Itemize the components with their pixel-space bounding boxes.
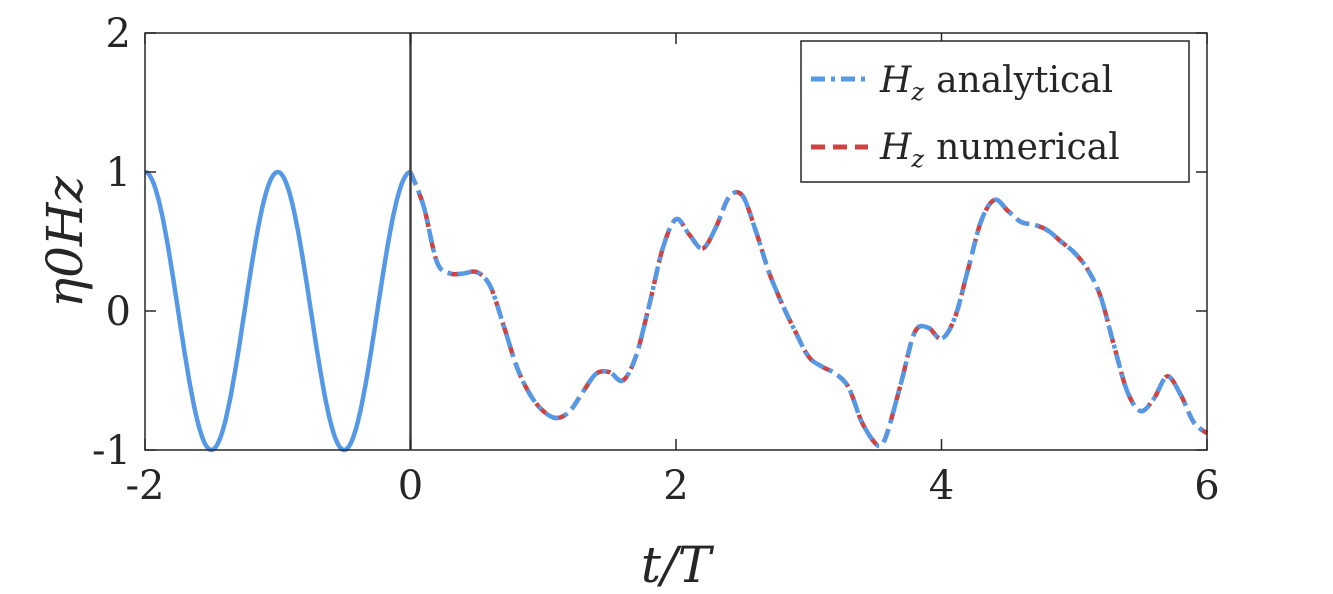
legend-entry-numerical: Hz numerical bbox=[879, 127, 1120, 173]
x-tick-label: 0 bbox=[398, 463, 423, 509]
x-tick-label: 4 bbox=[929, 463, 954, 509]
legend-sub-analytical: z bbox=[910, 78, 924, 106]
x-tick-label: -2 bbox=[126, 463, 165, 509]
legend-main-analytical: H bbox=[879, 60, 912, 101]
x-tick-label: 2 bbox=[663, 463, 688, 509]
series-analytical-line bbox=[408, 171, 1209, 449]
y-tick-label: 0 bbox=[106, 289, 131, 335]
legend: Hz analytical Hz numerical bbox=[800, 40, 1190, 183]
x-tick-label: 6 bbox=[1194, 463, 1219, 509]
y-tick-label: -1 bbox=[92, 428, 131, 474]
legend-box bbox=[800, 40, 1190, 183]
x-axis-label: t/T bbox=[641, 536, 715, 594]
legend-rest-analytical: analytical bbox=[936, 60, 1113, 101]
ticks-layer: -2 0 2 4 6 -1 0 1 2 bbox=[92, 11, 1220, 509]
y-axis-label: η0Hz bbox=[36, 175, 94, 307]
legend-entry-analytical: Hz analytical bbox=[879, 60, 1113, 106]
legend-sub-numerical: z bbox=[910, 145, 924, 173]
y-tick-label: 2 bbox=[106, 11, 131, 57]
y-tick-label: 1 bbox=[106, 150, 131, 196]
series-layer bbox=[144, 169, 1209, 453]
series-analytical-incident bbox=[144, 169, 412, 453]
legend-main-numerical: H bbox=[879, 127, 912, 168]
legend-rest-numerical: numerical bbox=[936, 127, 1120, 168]
